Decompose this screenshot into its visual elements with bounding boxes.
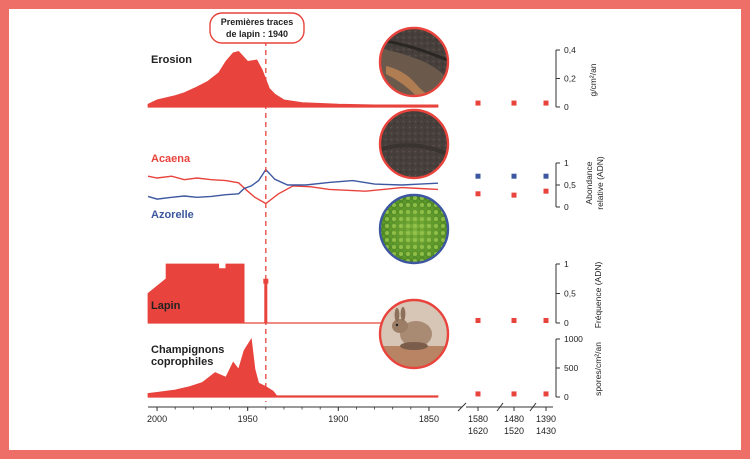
y-tick-label-1-2: 0	[564, 202, 569, 212]
old-sample-0-2	[543, 100, 549, 106]
axis-break-2	[529, 402, 537, 412]
old-sample-azorelle-2	[543, 173, 549, 179]
title-erosion: Erosion	[151, 54, 192, 66]
y-tick-label-2-2: 0	[564, 318, 569, 328]
old-sample-acaena-2	[543, 188, 549, 194]
old-sample-3-0	[475, 391, 481, 397]
old-sample-acaena-0	[475, 191, 481, 197]
erosion-photo	[378, 26, 450, 98]
annotation-callout: Premières traces de lapin : 1940	[209, 12, 305, 44]
area-0	[147, 50, 439, 108]
old-sample-2-1	[511, 318, 517, 323]
title-champignons: Champignons coprophiles	[151, 344, 224, 368]
azorelle-photo	[378, 193, 450, 265]
old-sample-acaena-1	[511, 192, 517, 198]
y-tick-label-0-0: 0,4	[564, 45, 576, 55]
axis-break-1	[496, 402, 504, 412]
y-tick-label-3-0: 1000	[564, 334, 583, 344]
x-extra-tick-bottom-1: 1520	[504, 426, 524, 436]
axis-break-0	[457, 402, 467, 412]
ylabel-champignons: spores/cm²/an	[593, 342, 603, 396]
annotation-line1: Premières traces	[221, 17, 294, 27]
y-tick-label-1-1: 0,5	[564, 180, 576, 190]
ylabel-lapin: Fréquence (ADN)	[593, 262, 603, 329]
x-tick-label-1950: 1950	[238, 414, 258, 424]
area-3	[147, 337, 439, 398]
y-tick-label-0-2: 0	[564, 102, 569, 112]
old-sample-3-1	[511, 391, 517, 397]
legend-azorelle: Azorelle	[151, 209, 194, 221]
old-sample-0-1	[511, 100, 517, 106]
x-extra-tick-bottom-2: 1430	[536, 426, 556, 436]
lapin-photo	[378, 298, 450, 370]
old-sample-3-2	[543, 391, 549, 397]
x-extra-tick-top-0: 1580	[468, 414, 488, 424]
y-tick-label-3-1: 500	[564, 363, 578, 373]
line-azorelle	[147, 168, 439, 200]
old-sample-azorelle-1	[511, 173, 517, 179]
old-sample-azorelle-0	[475, 173, 481, 179]
y-tick-label-2-1: 0,5	[564, 289, 576, 299]
old-sample-2-2	[543, 318, 549, 323]
x-axis: 2000 1950 1900 1850 1580 1620 1480 1520 1390 1430	[147, 402, 556, 436]
title-champignons-word-0: Champignons	[151, 344, 224, 356]
x-tick-label-1900: 1900	[328, 414, 348, 424]
x-extra-tick-bottom-0: 1620	[468, 426, 488, 436]
ylabel-erosion: g/cm²/an	[588, 63, 598, 96]
old-sample-0-0	[475, 100, 481, 106]
annotation-line2: de lapin : 1940	[226, 29, 288, 39]
line-acaena	[147, 175, 439, 205]
acaena-photo	[378, 108, 450, 180]
x-extra-tick-top-2: 1390	[536, 414, 556, 424]
y-tick-label-0-1: 0,2	[564, 74, 576, 84]
lapin-1940-marker	[263, 278, 269, 284]
x-extra-tick-top-1: 1480	[504, 414, 524, 424]
x-tick-label-1850: 1850	[419, 414, 439, 424]
y-tick-label-2-0: 1	[564, 259, 569, 269]
ylabel-abondance-line1: Abondance	[584, 161, 594, 204]
ylabel-abondance-line2: relative (ADN)	[595, 156, 605, 210]
old-sample-2-0	[475, 318, 481, 323]
y-tick-label-1-0: 1	[564, 158, 569, 168]
title-lapin: Lapin	[151, 300, 181, 312]
legend-acaena: Acaena	[151, 153, 191, 165]
title-champignons-word-1: coprophiles	[151, 356, 213, 368]
annotation-box	[209, 12, 305, 44]
y-tick-label-3-2: 0	[564, 392, 569, 402]
x-tick-label-2000: 2000	[147, 414, 167, 424]
